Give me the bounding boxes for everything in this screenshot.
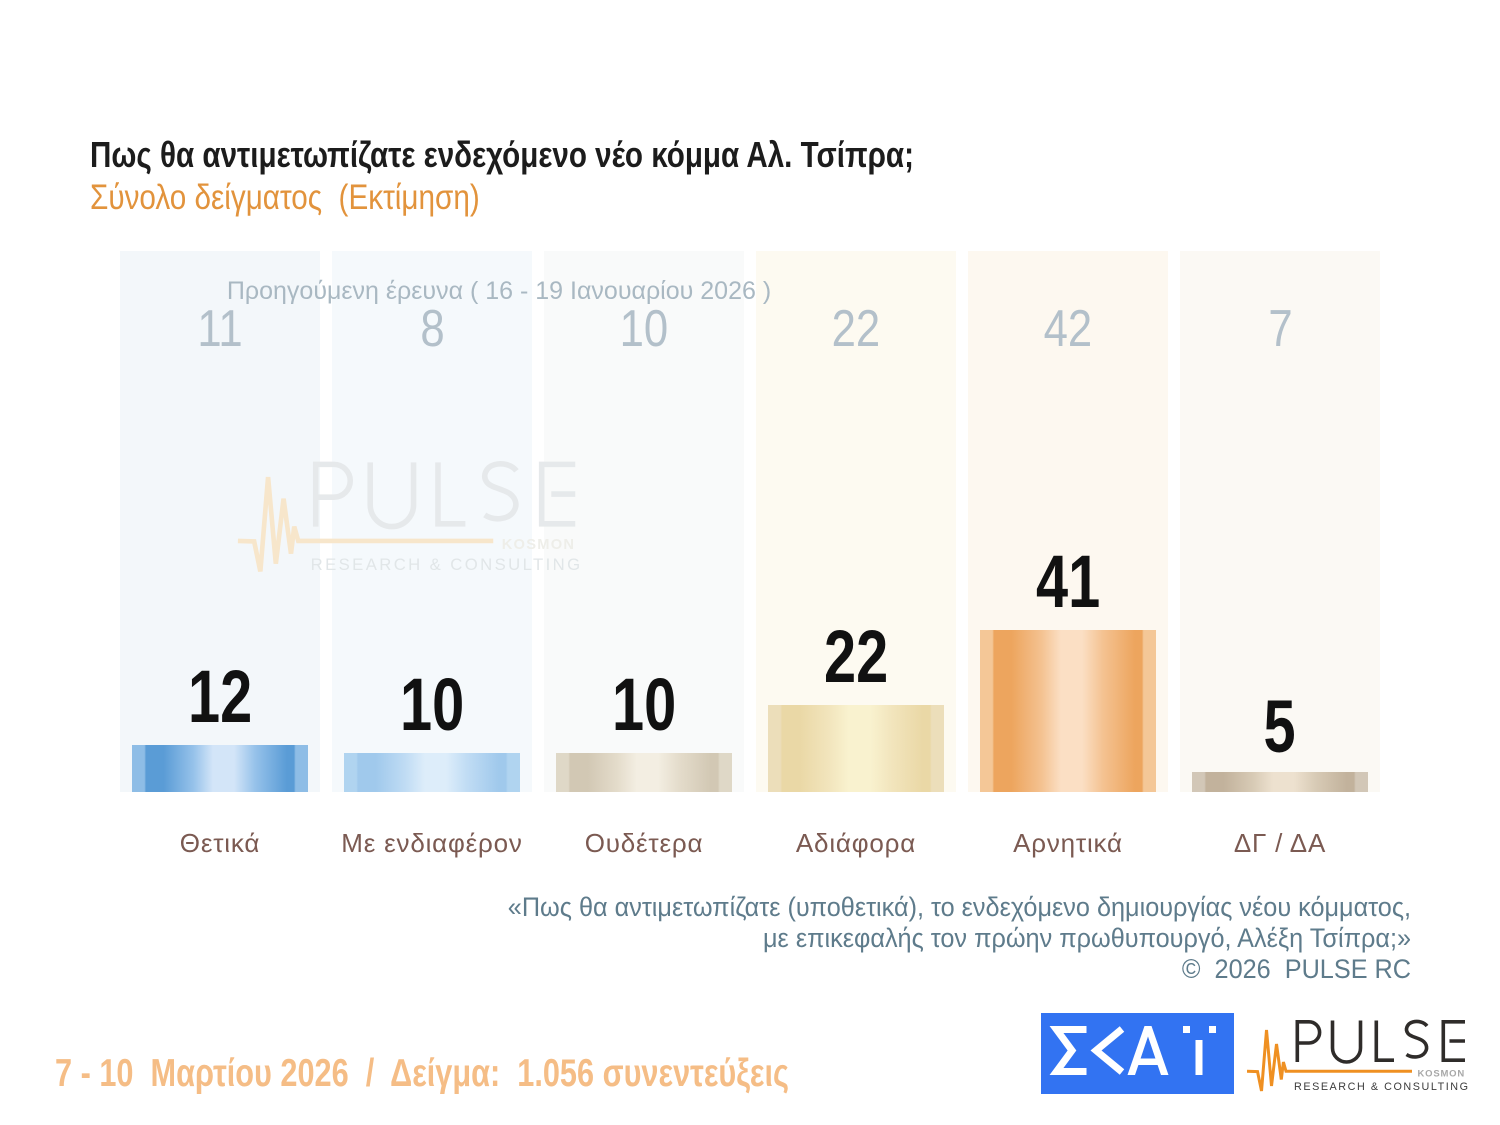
svg-text:RESEARCH & CONSULTING: RESEARCH & CONSULTING	[311, 555, 583, 574]
svg-text:KOSMON: KOSMON	[502, 537, 576, 553]
svg-text:KOSMON: KOSMON	[1418, 1068, 1465, 1079]
svg-text:RESEARCH & CONSULTING: RESEARCH & CONSULTING	[1294, 1081, 1470, 1093]
